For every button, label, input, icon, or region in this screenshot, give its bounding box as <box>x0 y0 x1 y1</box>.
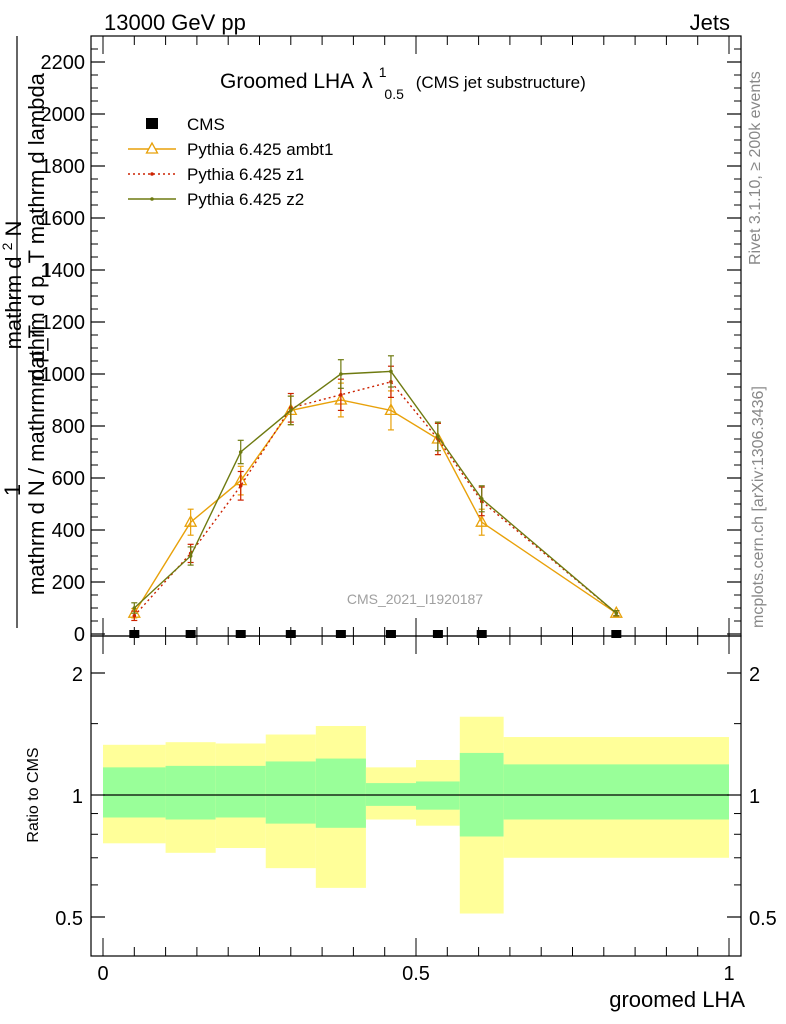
title-subscript: 0.5 <box>384 86 404 102</box>
legend-swatch-marker <box>150 197 154 201</box>
ratio-y-tick-label: 0.5 <box>55 908 83 930</box>
main-y-tick-label: 800 <box>52 416 85 438</box>
rivet-label: Rivet 3.1.10, ≥ 200k events <box>747 71 764 265</box>
main-y-tick-label: 0 <box>74 624 85 646</box>
cms-data-point <box>185 630 196 638</box>
series-point <box>609 605 623 618</box>
mcplots-label: mcplots.cern.ch [arXiv:1306.3436] <box>750 386 767 628</box>
ratio-inner-band <box>165 765 216 820</box>
main-y-tick-label: 1800 <box>41 156 86 178</box>
cms-data-point <box>235 630 246 638</box>
title-superscript: 1 <box>379 64 387 80</box>
series-point <box>384 403 398 416</box>
series-point <box>479 497 484 501</box>
series-point <box>475 514 489 527</box>
ratio-inner-band <box>215 765 266 818</box>
ylabel-numerator-bottom: mathrm d p_T mathrm d lambda <box>24 72 49 387</box>
ratio-bands <box>103 716 729 914</box>
series-point <box>184 514 198 527</box>
ratio-x-ticks: 0 0.5 1 <box>97 636 735 985</box>
title-tail: (CMS jet substructure) <box>416 73 586 92</box>
legend-label: Pythia 6.425 z1 <box>187 165 304 184</box>
ylabel-one: 1 <box>0 484 25 496</box>
series-point <box>238 450 243 454</box>
ylabel-numerator-n: N <box>1 221 26 237</box>
legend: CMS Pythia 6.425 ambt1 Pythia 6.425 z1 Pyth… <box>128 115 333 209</box>
ylabel-numerator-sup: 2 <box>0 242 15 250</box>
main-y-tick-label: 1600 <box>41 208 86 230</box>
series-point <box>389 369 393 374</box>
ratio-inner-band <box>265 761 316 824</box>
cms-data-point <box>432 630 443 638</box>
series-line-2 <box>133 381 617 617</box>
ratio-inner-band <box>103 767 166 818</box>
main-y-tick-label: 2200 <box>41 52 86 74</box>
ylabel-denominator: mathrm d N / mathrm d p_T <box>24 325 49 595</box>
ratio-inner-band <box>503 764 729 820</box>
series-point <box>436 434 440 439</box>
ylabel-numerator-top: mathrm d <box>1 257 26 350</box>
series-point <box>132 606 137 610</box>
legend-swatch-cms <box>146 118 158 129</box>
series-point <box>614 611 619 615</box>
analysis-watermark: CMS_2021_I1920187 <box>347 591 483 607</box>
cms-data-point <box>476 630 487 638</box>
x-tick-label: 0.5 <box>402 963 430 985</box>
main-y-ticks: 0 200 400 600 800 1000 1200 1400 1600 1800 2000 220… <box>41 35 741 646</box>
title-lambda: λ <box>362 68 373 93</box>
main-panel: 0 200 400 600 800 1000 1200 1400 1600 1800 2000 220… <box>41 35 742 646</box>
ratio-panel: 0.5 0.51 12 2 0 0.5 1 <box>55 635 777 985</box>
main-y-tick-label: 2000 <box>41 104 86 126</box>
main-y-tick-label: 1400 <box>41 260 86 282</box>
chart-title: Groomed LHA λ 1 0.5 (CMS jet substructur… <box>220 59 586 104</box>
main-y-tick-label: 400 <box>52 520 85 542</box>
series-point <box>289 408 293 413</box>
svg-text:mathrm d 2 N: mathrm d 2 N <box>0 221 26 350</box>
ratio-ylabel: Ratio to CMS <box>25 747 42 842</box>
header-right-label: Jets <box>690 10 730 35</box>
svg-text:Groomed LHA λ 1: Groomed LHA λ 1 0.5 (CMS jet substructur… <box>220 59 586 104</box>
main-y-tick-label: 200 <box>52 572 85 594</box>
legend-swatch-marker <box>150 172 154 176</box>
series-line-1 <box>133 399 617 614</box>
ratio-y-ticks: 0.5 0.5 1 1 2 2 <box>55 664 777 930</box>
ratio-y-tick-label: 2 <box>72 664 83 686</box>
legend-label: Pythia 6.425 z2 <box>187 190 304 209</box>
ratio-inner-band <box>315 758 366 828</box>
title-main: Groomed LHA <box>220 70 354 93</box>
ratio-y-tick-label-right: 2 <box>749 664 760 686</box>
series-point <box>339 372 343 376</box>
x-axis-label: groomed LHA <box>609 987 745 1012</box>
main-y-tick-label: 1000 <box>41 364 86 386</box>
cms-data-point <box>611 630 622 638</box>
ratio-panel-frame <box>90 635 742 957</box>
x-tick-label: 0 <box>97 963 108 985</box>
main-ylabel: mathrm d 2 N mathrm d p_T mathrm d lambd… <box>0 36 49 628</box>
x-tick-label: 1 <box>723 963 734 985</box>
main-series-layer <box>127 355 623 638</box>
main-y-tick-label: 600 <box>52 468 85 490</box>
series-point <box>339 393 343 397</box>
legend-label: Pythia 6.425 ambt1 <box>187 140 333 159</box>
header-left-label: 13000 GeV pp <box>104 10 246 35</box>
cms-data-point <box>335 630 346 638</box>
series-point <box>188 554 193 558</box>
main-y-tick-label: 1200 <box>41 312 86 334</box>
main-x-ticks <box>102 36 730 636</box>
cms-data-point <box>385 630 396 638</box>
ratio-y-tick-label: 1 <box>72 786 83 808</box>
ratio-y-tick-label-right: 1 <box>749 786 760 808</box>
series-point <box>238 484 243 488</box>
legend-label: CMS <box>187 115 225 134</box>
ratio-y-tick-label-right: 0.5 <box>749 908 777 930</box>
legend-swatch-marker <box>145 141 159 154</box>
series-point <box>132 614 137 618</box>
